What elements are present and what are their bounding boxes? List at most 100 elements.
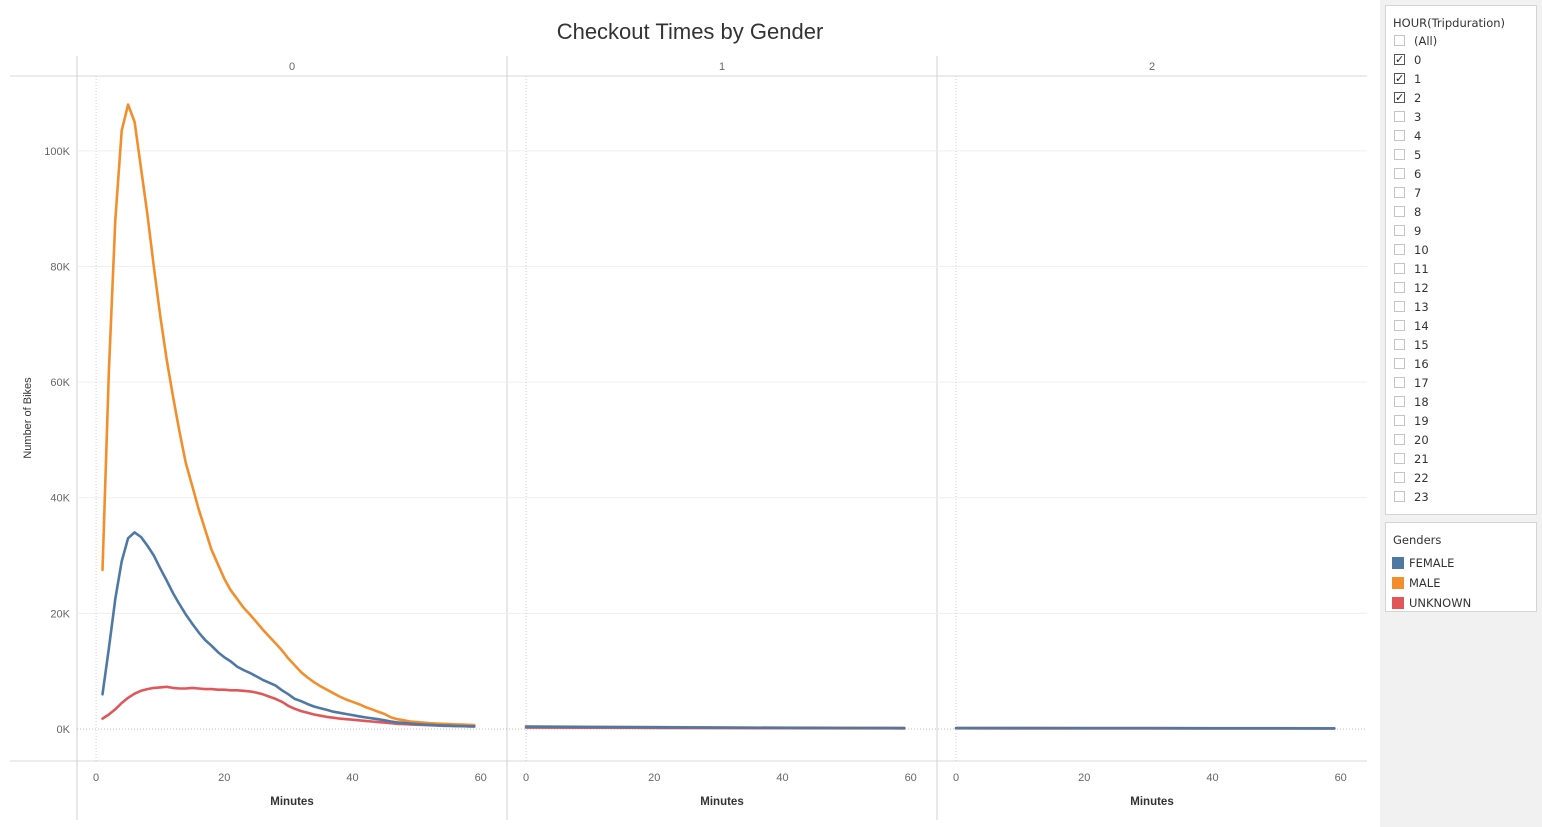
filter-item[interactable]: (All) [1386, 32, 1536, 51]
filter-item[interactable]: 12 [1386, 279, 1536, 298]
filter-item-label: (All) [1414, 34, 1438, 48]
filter-checkbox[interactable] [1394, 320, 1405, 331]
filter-item-label: 7 [1414, 186, 1422, 200]
right-panel: HOUR(Tripduration) (All)0123456789101112… [1380, 0, 1542, 827]
filter-checkbox[interactable] [1394, 453, 1405, 464]
chart-area: Checkout Times by Gender Number of Bikes… [10, 19, 1367, 820]
gridlines [77, 150, 1367, 730]
x-axis-label: Minutes [1130, 796, 1173, 808]
legend-swatch [1392, 597, 1404, 609]
filter-item[interactable]: 20 [1386, 431, 1536, 450]
legend-item[interactable]: MALE [1386, 573, 1536, 593]
filter-item-label: 13 [1414, 300, 1429, 314]
filter-checkbox[interactable] [1394, 301, 1405, 312]
series-line-unknown [101, 685, 476, 728]
legend-swatch [1392, 557, 1404, 569]
panel-1: 1 0 20 40 60 Minutes [523, 61, 917, 808]
legend-item-label: FEMALE [1409, 556, 1455, 570]
filter-item-label: 22 [1414, 471, 1429, 485]
legend-item-label: UNKNOWN [1409, 596, 1472, 610]
filter-checkbox[interactable] [1394, 377, 1405, 388]
x-tick-label: 60 [905, 772, 917, 784]
filter-item[interactable]: 8 [1386, 203, 1536, 222]
legend-title: Genders [1393, 533, 1442, 547]
panel-header-label: 0 [289, 61, 295, 73]
y-tick-label: 80K [50, 261, 70, 273]
filter-item[interactable]: 1 [1386, 69, 1536, 89]
filter-item[interactable]: 3 [1386, 108, 1536, 127]
filter-item[interactable]: 6 [1386, 165, 1536, 184]
filter-item[interactable]: 16 [1386, 355, 1536, 374]
filter-checkbox[interactable] [1394, 415, 1405, 426]
filter-item[interactable]: 2 [1386, 88, 1536, 108]
legend-item[interactable]: UNKNOWN [1386, 593, 1536, 613]
x-tick-label: 0 [953, 772, 959, 784]
panel-0: 0 0 20 40 60 Minutes [93, 61, 487, 808]
filter-checkbox[interactable] [1394, 358, 1405, 369]
y-tick-label: 60K [50, 377, 70, 389]
filter-item[interactable]: 4 [1386, 127, 1536, 146]
filter-item[interactable]: 7 [1386, 184, 1536, 203]
filter-item[interactable]: 0 [1386, 50, 1536, 70]
filter-item-label: 6 [1414, 167, 1422, 181]
y-axis-label: Number of Bikes [22, 377, 34, 459]
filter-checkbox[interactable] [1394, 282, 1405, 293]
x-tick-label: 0 [523, 772, 529, 784]
filter-item[interactable]: 10 [1386, 241, 1536, 260]
filter-checkbox[interactable] [1394, 88, 1405, 107]
filter-item-label: 16 [1414, 357, 1429, 371]
x-tick-label: 60 [475, 772, 487, 784]
filter-checkbox[interactable] [1394, 35, 1405, 46]
filter-checkbox[interactable] [1394, 149, 1405, 160]
filter-item-label: 19 [1414, 414, 1429, 428]
filter-item[interactable]: 21 [1386, 450, 1536, 469]
legend-list: FEMALE MALE UNKNOWN [1386, 545, 1536, 613]
filter-item[interactable]: 9 [1386, 222, 1536, 241]
x-tick-label: 40 [1206, 772, 1218, 784]
filter-checkbox[interactable] [1394, 491, 1405, 502]
filter-item[interactable]: 18 [1386, 393, 1536, 412]
filter-checkbox[interactable] [1394, 396, 1405, 407]
filter-checkbox[interactable] [1394, 206, 1405, 217]
filter-checkbox[interactable] [1394, 263, 1405, 274]
filter-item-label: 4 [1414, 129, 1422, 143]
filter-item-label: 1 [1414, 72, 1422, 86]
filter-item[interactable]: 11 [1386, 260, 1536, 279]
filter-item[interactable]: 22 [1386, 469, 1536, 488]
filter-checkbox[interactable] [1394, 225, 1405, 236]
filter-checkbox[interactable] [1394, 130, 1405, 141]
y-tick-label: 0K [57, 724, 71, 736]
x-tick-label: 40 [776, 772, 788, 784]
filter-checkbox[interactable] [1394, 168, 1405, 179]
filter-item-label: 12 [1414, 281, 1429, 295]
filter-checkbox[interactable] [1394, 244, 1405, 255]
filter-item-label: 17 [1414, 376, 1429, 390]
filter-checkbox[interactable] [1394, 434, 1405, 445]
filter-item[interactable]: 5 [1386, 146, 1536, 165]
filter-item-label: 18 [1414, 395, 1429, 409]
y-tick-label: 40K [50, 493, 70, 505]
y-axis-ticks: 0K 20K 40K 60K 80K 100K [44, 146, 70, 736]
filter-item-label: 3 [1414, 110, 1422, 124]
filter-item-label: 10 [1414, 243, 1429, 257]
filter-item[interactable]: 15 [1386, 336, 1536, 355]
filter-item[interactable]: 19 [1386, 412, 1536, 431]
filter-checkbox[interactable] [1394, 339, 1405, 350]
x-axis-label: Minutes [270, 796, 313, 808]
filter-checkbox[interactable] [1394, 69, 1405, 88]
filter-item[interactable]: 17 [1386, 374, 1536, 393]
series-line-male [101, 103, 476, 727]
filter-checkbox[interactable] [1394, 50, 1405, 69]
filter-item[interactable]: 14 [1386, 317, 1536, 336]
filter-item[interactable]: 13 [1386, 298, 1536, 317]
x-axis-label: Minutes [700, 796, 743, 808]
filter-checkbox[interactable] [1394, 187, 1405, 198]
legend-item[interactable]: FEMALE [1386, 553, 1536, 573]
filter-checkbox[interactable] [1394, 472, 1405, 483]
legend-swatch [1392, 577, 1404, 589]
filter-item[interactable]: 23 [1386, 488, 1536, 507]
panel-header-label: 1 [719, 61, 725, 73]
filter-checkbox[interactable] [1394, 111, 1405, 122]
